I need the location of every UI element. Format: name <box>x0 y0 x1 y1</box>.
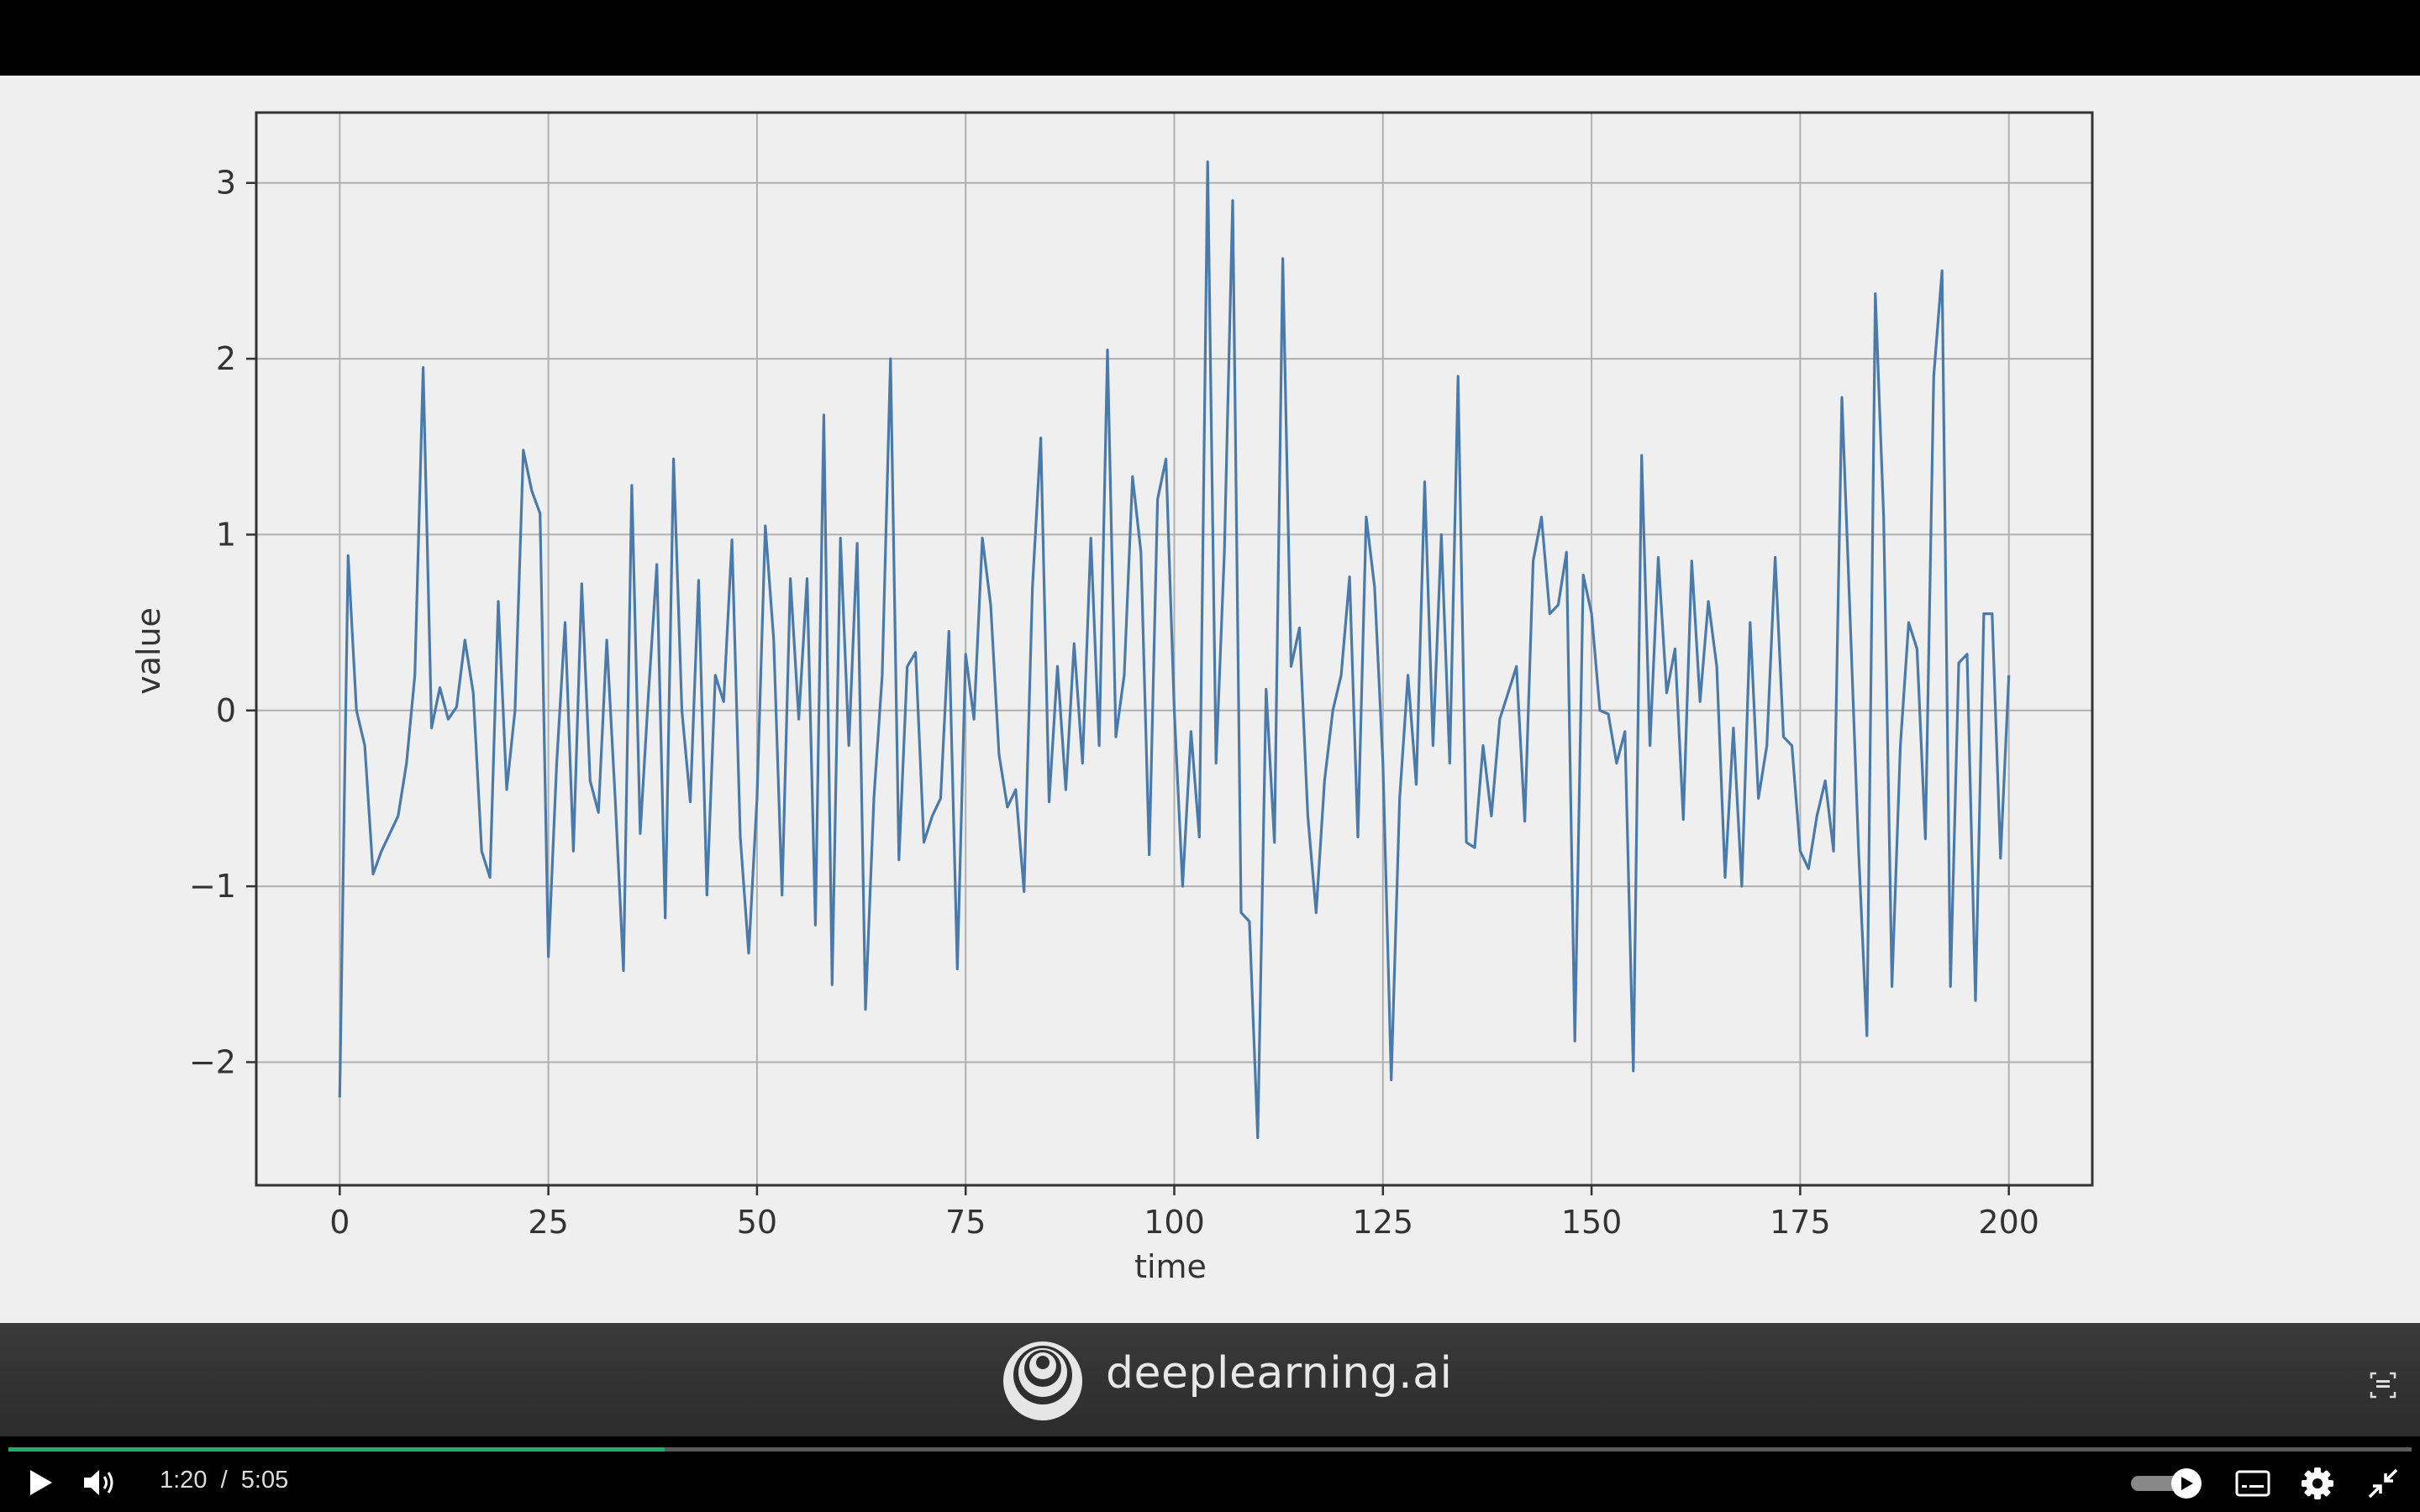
y-tick-label: 3 <box>216 165 236 202</box>
x-tick-label: 125 <box>1353 1204 1414 1241</box>
x-tick-label: 200 <box>1978 1204 2039 1241</box>
exit-fullscreen-icon[interactable] <box>2368 1468 2398 1499</box>
x-tick-label: 25 <box>528 1204 568 1241</box>
line-chart: 0 25 50 75 100 125 150 175 200 −2 −1 0 1 2 3 time valu… <box>130 111 2094 1285</box>
video-controls: 1:20 / 5:05 <box>0 1436 2420 1512</box>
brand-name: deeplearning.ai <box>1106 1348 1453 1399</box>
video-top-letterbox <box>0 0 2420 76</box>
y-tick-label: 0 <box>216 692 236 729</box>
series-line <box>338 160 2011 1140</box>
time-separator: / <box>220 1467 228 1494</box>
progress-fill <box>8 1447 665 1452</box>
brand-banner: deeplearning.ai <box>0 1323 2420 1436</box>
x-tick-label: 175 <box>1770 1204 1831 1241</box>
duration: 5:05 <box>240 1467 289 1494</box>
volume-icon[interactable] <box>82 1467 118 1499</box>
time-display: 1:20 / 5:05 <box>160 1467 288 1494</box>
autoplay-toggle-icon[interactable] <box>2129 1467 2205 1500</box>
progress-bar[interactable] <box>8 1447 2412 1452</box>
caption-corner-icon[interactable] <box>2368 1370 2398 1400</box>
slide-frame: 0 25 50 75 100 125 150 175 200 −2 −1 0 1 2 3 time valu… <box>0 76 2420 1323</box>
x-tick-label: 0 <box>329 1204 350 1241</box>
y-tick-label: 1 <box>216 516 236 553</box>
chart-series <box>338 160 2011 1140</box>
deeplearning-logo-icon <box>1003 1341 1082 1420</box>
y-tick-label: −2 <box>189 1043 236 1080</box>
play-icon[interactable] <box>27 1468 54 1497</box>
x-tick-label: 150 <box>1561 1204 1623 1241</box>
captions-icon[interactable] <box>2235 1470 2270 1497</box>
x-tick-label: 50 <box>737 1204 777 1241</box>
chart-ticks: 0 25 50 75 100 125 150 175 200 −2 −1 0 1 2 3 <box>189 165 2039 1241</box>
y-tick-label: 2 <box>216 340 236 377</box>
gear-icon[interactable] <box>2301 1467 2334 1500</box>
y-tick-label: −1 <box>189 868 236 905</box>
x-tick-label: 75 <box>945 1204 986 1241</box>
y-axis-label: value <box>130 607 167 695</box>
x-axis-label: time <box>1134 1248 1207 1285</box>
current-time: 1:20 <box>160 1467 208 1494</box>
chart-grid <box>256 113 2092 1185</box>
x-tick-label: 100 <box>1144 1204 1205 1241</box>
